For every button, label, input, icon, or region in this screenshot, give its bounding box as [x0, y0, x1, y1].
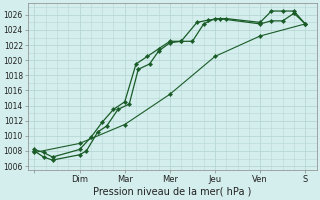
X-axis label: Pression niveau de la mer( hPa ): Pression niveau de la mer( hPa ): [93, 187, 251, 197]
